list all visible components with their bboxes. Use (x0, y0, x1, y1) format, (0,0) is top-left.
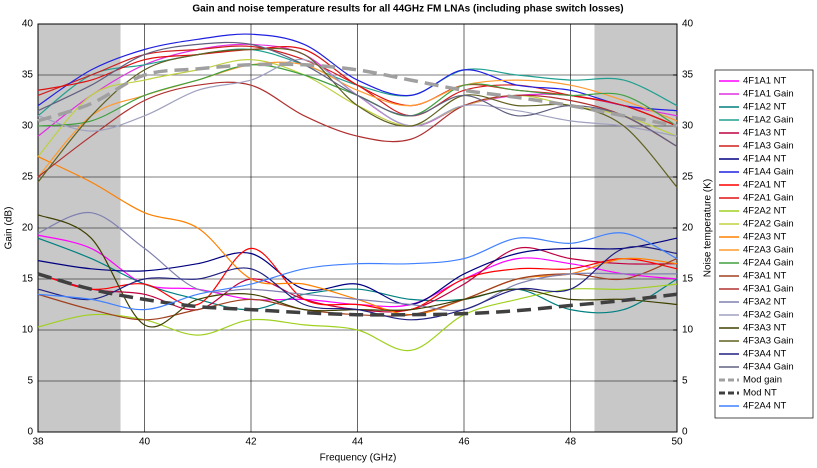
y2-tick-label: 0 (682, 427, 688, 438)
legend-label: 4F2A4 Gain (743, 258, 794, 269)
x-tick-label: 42 (245, 437, 257, 448)
legend-label: 4F2A2 Gain (743, 219, 794, 230)
y2-axis-label: Noise temperature (K) (703, 179, 714, 277)
x-tick-label: 46 (458, 437, 470, 448)
legend-label: 4F3A4 Gain (743, 362, 794, 373)
series-line (37, 81, 678, 178)
legend-label: 4F3A3 Gain (743, 336, 794, 347)
legend-label: Mod gain (743, 375, 782, 386)
x-tick-label: 40 (139, 437, 151, 448)
series-line (37, 245, 678, 321)
legend-label: 4F3A2 Gain (743, 310, 794, 321)
legend-label: 4F1A1 NT (743, 76, 786, 87)
series-line (37, 62, 678, 128)
y-tick-label: 0 (27, 427, 33, 438)
legend-label: 4F2A3 Gain (743, 245, 794, 256)
y2-tick-label: 20 (682, 223, 694, 234)
series-line (37, 212, 677, 312)
series-line (37, 214, 678, 328)
legend-label: 4F2A4 NT (743, 401, 786, 412)
y2-tick-label: 35 (682, 70, 694, 81)
y2-tick-label: 5 (682, 376, 688, 387)
plot-frame (37, 23, 678, 433)
y-tick-label: 25 (22, 172, 34, 183)
y-tick-label: 20 (22, 223, 34, 234)
x-tick-label: 38 (32, 437, 44, 448)
x-axis-label: Frequency (GHz) (320, 453, 397, 464)
series-line (37, 272, 678, 317)
y-axis-label: Gain (dB) (4, 207, 15, 250)
y2-tick-label: 30 (682, 121, 694, 132)
series-line (37, 237, 678, 306)
y2-tick-label: 25 (682, 172, 694, 183)
chart-title: Gain and noise temperature results for a… (192, 4, 623, 15)
y-tick-label: 30 (22, 121, 34, 132)
legend-label: 4F3A1 Gain (743, 284, 794, 295)
legend-label: 4F1A2 NT (743, 102, 786, 113)
y2-tick-label: 15 (682, 274, 694, 285)
legend-label: 4F1A4 NT (743, 154, 786, 165)
legend-label: 4F1A3 NT (743, 128, 786, 139)
legend-label: 4F1A3 Gain (743, 141, 794, 152)
y-tick-label: 15 (22, 274, 34, 285)
legend-label: 4F3A2 NT (743, 297, 786, 308)
legend-label: 4F1A2 Gain (743, 115, 794, 126)
legend-label: 4F3A3 NT (743, 323, 786, 334)
x-tick-label: 48 (565, 437, 577, 448)
y2-tick-label: 10 (682, 325, 694, 336)
legend-label: 4F2A1 NT (743, 180, 786, 191)
legend-label: 4F2A3 NT (743, 232, 786, 243)
y-tick-label: 5 (27, 376, 33, 387)
series-line (37, 232, 678, 311)
series-line (37, 247, 678, 312)
legend-label: 4F2A2 NT (743, 206, 786, 217)
y-tick-label: 10 (22, 325, 34, 336)
y2-tick-label: 40 (682, 19, 694, 30)
legend-label: 4F1A1 Gain (743, 89, 794, 100)
legend-box (714, 69, 814, 419)
legend-label: Mod NT (743, 388, 777, 399)
series-line (37, 33, 678, 112)
legend-label: 4F1A4 Gain (743, 167, 794, 178)
legend-label: 4F3A1 NT (743, 271, 786, 282)
x-tick-label: 50 (671, 437, 683, 448)
legend-label: 4F3A4 NT (743, 349, 786, 360)
y-tick-label: 35 (22, 70, 34, 81)
x-tick-label: 44 (352, 437, 364, 448)
y-tick-label: 40 (22, 19, 34, 30)
legend-label: 4F2A1 Gain (743, 193, 794, 204)
